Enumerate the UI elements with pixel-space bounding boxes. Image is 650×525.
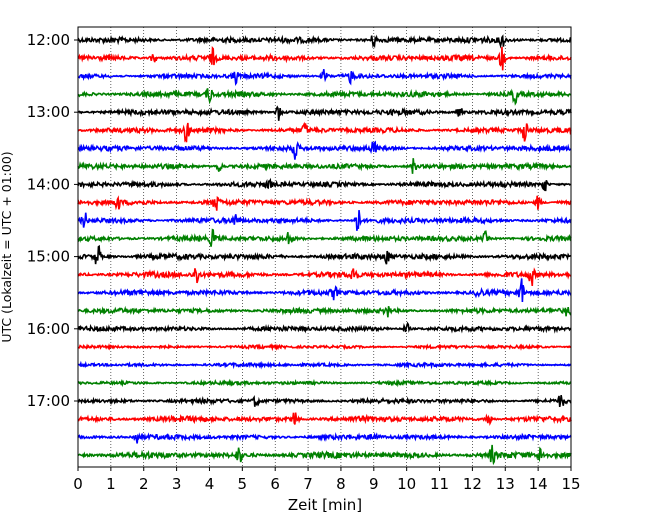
x-tick-label: 2	[139, 475, 149, 493]
x-tick-label: 6	[270, 475, 280, 493]
trace-1400	[77, 177, 572, 192]
y-tick-label: 17:00	[27, 392, 70, 410]
x-tick-label: 15	[561, 475, 580, 493]
trace-1600	[77, 321, 572, 334]
plot-frame	[77, 26, 572, 468]
trace-1315	[77, 121, 572, 143]
trace-1200	[77, 34, 572, 49]
trace-1645	[77, 378, 572, 388]
x-tick-label: 3	[172, 475, 182, 493]
x-tick-label: 11	[430, 475, 449, 493]
trace-1700	[77, 395, 572, 408]
trace-1515	[77, 267, 572, 287]
x-tick-label: 4	[205, 475, 215, 493]
trace-1415	[77, 195, 572, 211]
trace-1615	[77, 342, 572, 352]
trace-1500	[77, 244, 572, 265]
y-tick-label: 14:00	[27, 175, 70, 193]
trace-1530	[77, 278, 572, 303]
x-tick-label: 0	[73, 475, 83, 493]
trace-1300	[77, 105, 572, 121]
x-tick-label: 1	[106, 475, 116, 493]
x-tick-label: 5	[238, 475, 248, 493]
trace-1445	[77, 228, 572, 247]
x-tick-label: 7	[303, 475, 313, 493]
x-tick-label: 13	[496, 475, 515, 493]
trace-1745	[77, 444, 572, 466]
grid-layer	[110, 27, 539, 467]
trace-1230	[77, 69, 572, 86]
y-tick-label: 15:00	[27, 248, 70, 266]
x-tick-label: 14	[529, 475, 548, 493]
x-tick-label: 12	[463, 475, 482, 493]
trace-1245	[77, 88, 572, 106]
trace-1330	[77, 140, 572, 160]
trace-1715	[77, 412, 572, 426]
trace-1730	[77, 431, 572, 444]
y-tick-label: 13:00	[27, 103, 70, 121]
trace-1630	[77, 360, 572, 370]
trace-layer	[77, 34, 572, 466]
x-axis-label: Zeit [min]	[288, 496, 362, 514]
y-axis-ticks: 12:00 13:00 14:00 15:00 16:00 17:00	[27, 31, 78, 410]
trace-1345	[77, 158, 572, 174]
trace-1545	[78, 305, 572, 318]
y-tick-label: 12:00	[27, 31, 70, 49]
trace-1430	[77, 210, 572, 231]
x-axis-ticks: 0 1 2 3 4 5 6 7 8 9 10 11 12 13 14 15	[73, 467, 581, 493]
x-tick-label: 9	[369, 475, 379, 493]
y-tick-label: 16:00	[27, 320, 70, 338]
x-tick-label: 10	[397, 475, 416, 493]
trace-1215	[77, 45, 572, 71]
x-tick-label: 8	[336, 475, 346, 493]
y-axis-label: UTC (Lokalzeit = UTC + 01:00)	[0, 151, 14, 342]
